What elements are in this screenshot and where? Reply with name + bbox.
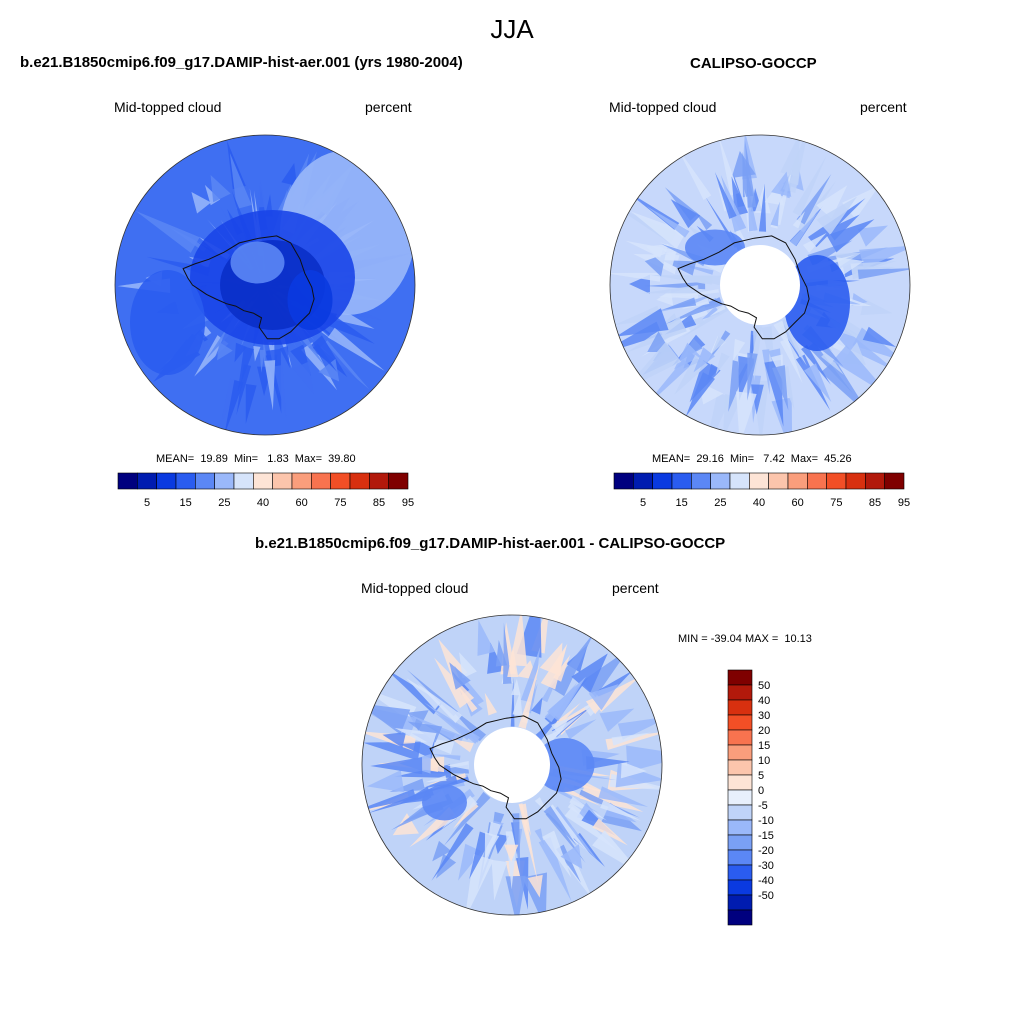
panel1-colorbar: 5 15 25 40 60 75 85 95	[117, 472, 414, 509]
colorbar-swatch	[727, 819, 753, 836]
colorbar-tick-label: 15	[758, 740, 770, 752]
colorbar-tick-label: 25	[714, 497, 726, 509]
colorbar-tick-label: 10	[758, 755, 770, 767]
colorbar-swatch	[727, 789, 753, 806]
colorbar-swatch	[727, 849, 753, 866]
panel2-variable-label: Mid-topped cloud	[609, 99, 717, 115]
colorbar-swatch	[727, 909, 753, 926]
colorbar-tick-label: 30	[758, 710, 770, 722]
panel1-units-label: percent	[365, 99, 412, 115]
panel3-variable-label: Mid-topped cloud	[361, 580, 469, 596]
colorbar-tick-label: 5	[640, 497, 646, 509]
colorbar-swatch	[807, 472, 827, 490]
colorbar-swatch	[727, 879, 753, 896]
colorbar-tick-label: 60	[792, 497, 804, 509]
colorbar-swatch	[633, 472, 653, 490]
colorbar-tick-label: 40	[758, 695, 770, 707]
colorbar-swatch	[613, 472, 634, 490]
panel2-title: CALIPSO-GOCCP	[690, 55, 817, 72]
colorbar-tick-label: -40	[758, 875, 774, 887]
colorbar-tick-label: 40	[257, 497, 269, 509]
colorbar-swatch	[233, 472, 254, 490]
colorbar-tick-label: 60	[296, 497, 308, 509]
colorbar-tick-label: 20	[758, 725, 770, 737]
panel2-units-label: percent	[860, 99, 907, 115]
colorbar-swatch	[710, 472, 731, 490]
polar-map-1	[114, 134, 416, 436]
colorbar-swatch	[727, 774, 753, 791]
colorbar-swatch	[727, 669, 753, 686]
colorbar-tick-label: -30	[758, 860, 774, 872]
panel3-units-label: percent	[612, 580, 659, 596]
colorbar-swatch	[727, 804, 753, 821]
colorbar-tick-label: -50	[758, 890, 774, 902]
colorbar-swatch	[865, 472, 885, 490]
colorbar-swatch	[291, 472, 312, 490]
colorbar-tick-label: 5	[144, 497, 150, 509]
colorbar-swatch	[671, 472, 692, 490]
colorbar-tick-label: -5	[758, 800, 768, 812]
colorbar-tick-label: 85	[373, 497, 385, 509]
colorbar-swatch	[727, 684, 753, 701]
colorbar-swatch	[214, 472, 235, 490]
panel2-colorbar: 5 15 25 40 60 75 85 95	[613, 472, 910, 509]
colorbar-swatch	[272, 472, 293, 490]
colorbar-tick-label: 15	[180, 497, 192, 509]
colorbar-tick-label: -20	[758, 845, 774, 857]
colorbar-tick-label: -15	[758, 830, 774, 842]
colorbar-swatch	[156, 472, 177, 490]
panel1-stats: MEAN= 19.89 Min= 1.83 Max= 39.80	[156, 453, 356, 465]
colorbar-swatch	[137, 472, 157, 490]
colorbar-swatch	[749, 472, 769, 490]
colorbar-swatch	[175, 472, 196, 490]
colorbar-swatch	[845, 472, 866, 490]
colorbar-swatch	[727, 894, 753, 911]
colorbar-swatch	[727, 759, 753, 776]
colorbar-tick-label: 95	[898, 497, 910, 509]
colorbar-swatch	[369, 472, 389, 490]
colorbar-swatch	[349, 472, 370, 490]
colorbar-swatch	[884, 472, 905, 490]
panel3-stats: MIN = -39.04 MAX = 10.13	[678, 633, 812, 645]
panel1-variable-label: Mid-topped cloud	[114, 99, 222, 115]
colorbar-tick-label: 25	[218, 497, 230, 509]
colorbar-swatch	[787, 472, 808, 490]
colorbar-swatch	[826, 472, 847, 490]
colorbar-tick-label: -10	[758, 815, 774, 827]
colorbar-swatch	[727, 699, 753, 716]
colorbar-tick-label: 0	[758, 785, 764, 797]
colorbar-tick-label: 50	[758, 680, 770, 692]
colorbar-swatch	[727, 834, 753, 851]
colorbar-swatch	[691, 472, 711, 490]
panel3-title: b.e21.B1850cmip6.f09_g17.DAMIP-hist-aer.…	[255, 535, 726, 552]
polar-map-2	[609, 134, 911, 436]
colorbar-tick-label: 75	[334, 497, 346, 509]
colorbar-tick-label: 5	[758, 770, 764, 782]
colorbar-swatch	[727, 714, 753, 731]
colorbar-swatch	[727, 729, 753, 746]
colorbar-swatch	[768, 472, 789, 490]
colorbar-swatch	[311, 472, 331, 490]
panel2-stats: MEAN= 29.16 Min= 7.42 Max= 45.26	[652, 453, 852, 465]
colorbar-swatch	[330, 472, 351, 490]
polar-map-3	[361, 614, 663, 916]
panel1-title: b.e21.B1850cmip6.f09_g17.DAMIP-hist-aer.…	[20, 54, 463, 71]
colorbar-tick-label: 85	[869, 497, 881, 509]
colorbar-swatch	[253, 472, 273, 490]
colorbar-swatch	[195, 472, 215, 490]
colorbar-swatch	[727, 864, 753, 881]
colorbar-swatch	[729, 472, 750, 490]
colorbar-tick-label: 40	[753, 497, 765, 509]
colorbar-swatch	[117, 472, 138, 490]
colorbar-tick-label: 75	[830, 497, 842, 509]
colorbar-swatch	[388, 472, 409, 490]
colorbar-swatch	[652, 472, 673, 490]
colorbar-tick-label: 95	[402, 497, 414, 509]
figure-title: JJA	[490, 14, 534, 44]
colorbar-tick-label: 15	[676, 497, 688, 509]
colorbar-swatch	[727, 744, 753, 761]
